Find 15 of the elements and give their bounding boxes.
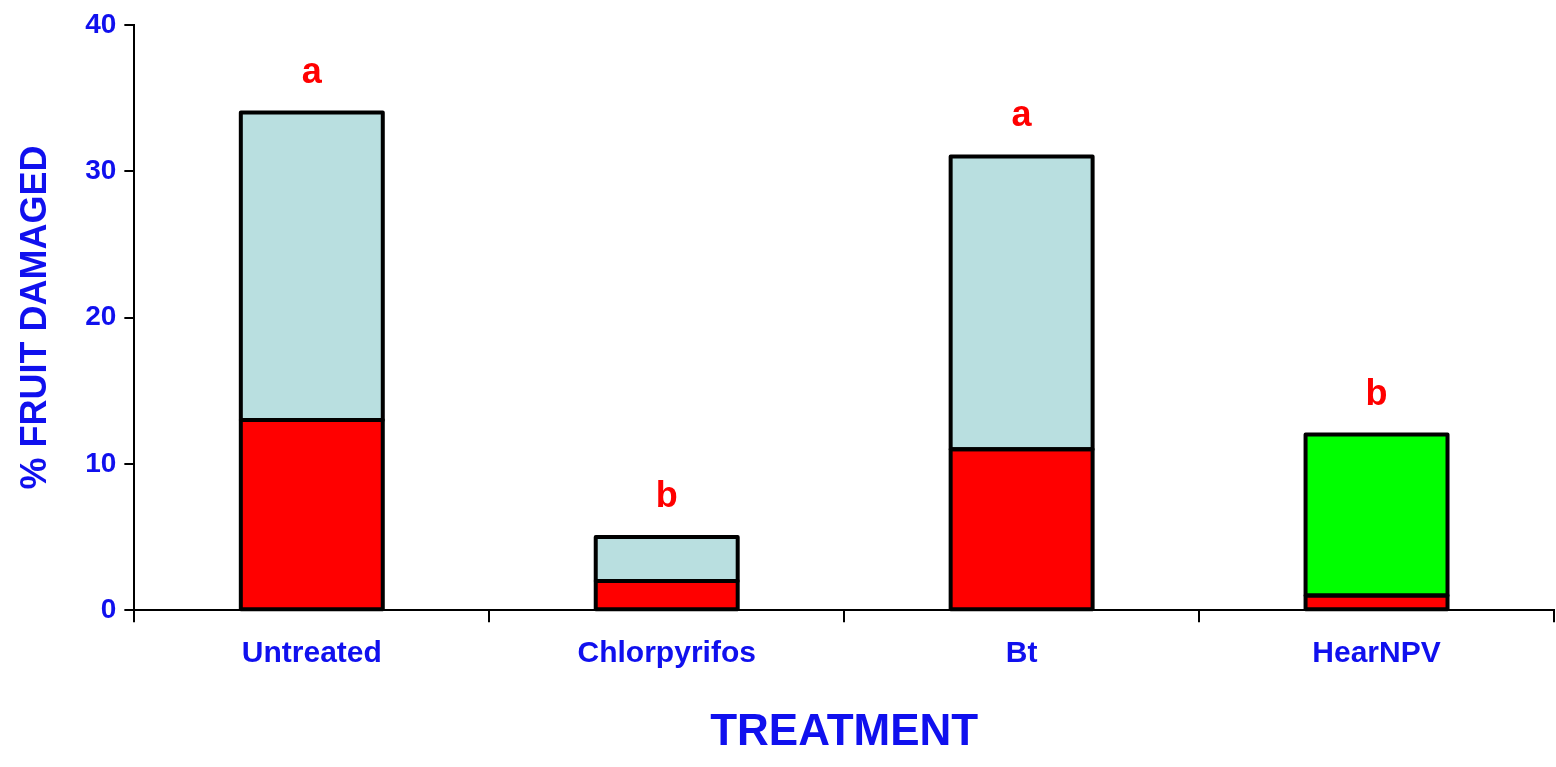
y-tick-label: 40: [85, 7, 117, 39]
x-tick-label: Untreated: [241, 635, 382, 669]
y-axis-title: % FRUIT DAMAGED: [12, 145, 54, 490]
y-tick-label: 10: [85, 446, 117, 478]
annotation: b: [655, 473, 678, 515]
x-axis-title: TREATMENT: [710, 704, 979, 754]
annotation: a: [301, 49, 323, 91]
annotation: b: [1365, 371, 1388, 413]
x-tick-label: HearNPV: [1312, 635, 1441, 669]
y-tick-label: 0: [100, 592, 117, 624]
x-tick-label: Chlorpyrifos: [577, 635, 756, 669]
x-tick-label: Bt: [1005, 635, 1038, 669]
annotation: a: [1011, 93, 1033, 135]
y-tick-label: 20: [85, 300, 117, 332]
y-tick-label: 30: [85, 153, 117, 185]
